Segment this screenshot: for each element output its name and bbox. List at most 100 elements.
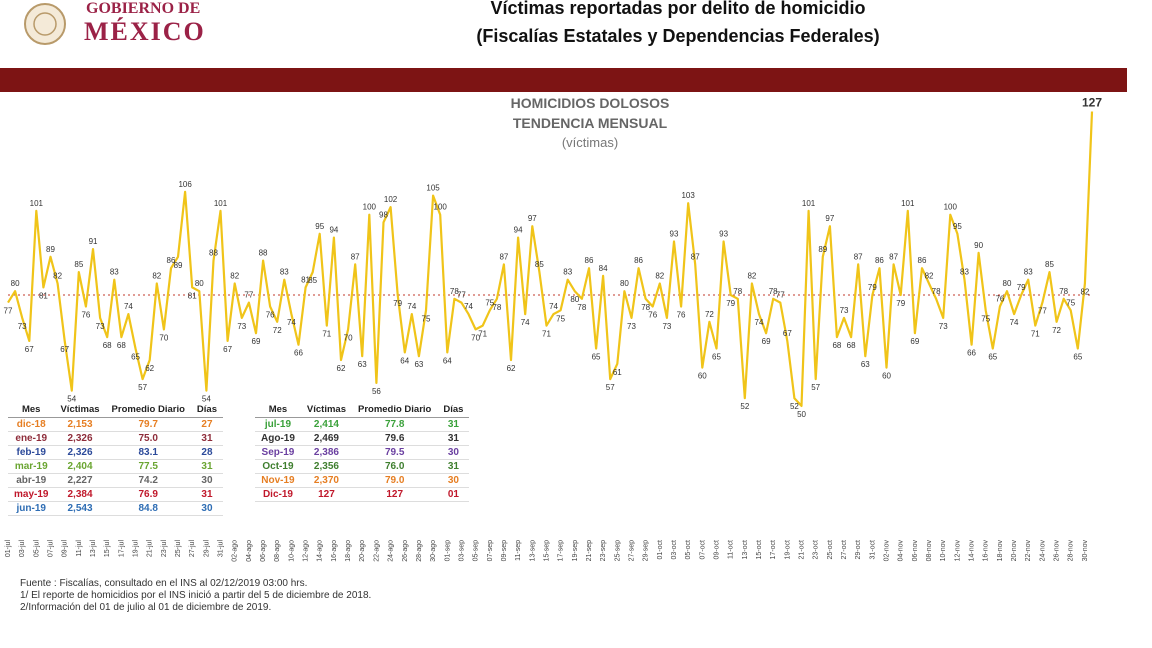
value-label: 82 xyxy=(230,272,239,281)
table-cell: Ago-19 xyxy=(255,431,301,446)
value-label: 74 xyxy=(407,302,416,311)
x-tick-label: 01-oct xyxy=(657,540,664,560)
value-label: 85 xyxy=(535,260,544,269)
logo xyxy=(24,3,66,45)
value-label: 67 xyxy=(60,345,69,354)
x-tick-label: 25-oct xyxy=(827,540,834,560)
value-label: 79 xyxy=(868,283,877,292)
value-label: 78 xyxy=(733,287,742,296)
slide-title: Víctimas reportadas por delito de homici… xyxy=(490,0,865,18)
table-cell: 2,326 xyxy=(54,431,106,446)
value-label: 65 xyxy=(1073,353,1082,362)
table-cell: 31 xyxy=(437,417,470,432)
value-label: 68 xyxy=(103,341,112,350)
value-label: 81 xyxy=(39,291,48,300)
table-cell: 79.7 xyxy=(105,417,191,432)
x-tick-label: 26-ago xyxy=(402,540,409,562)
table-cell: 2,384 xyxy=(54,487,106,502)
table-cell: 31 xyxy=(190,487,223,502)
value-label: 100 xyxy=(434,203,448,212)
column-header: Promedio Diario xyxy=(351,402,438,418)
value-label: 78 xyxy=(450,287,459,296)
x-tick-label: 31-oct xyxy=(869,540,876,560)
table-cell: 79.0 xyxy=(351,473,438,488)
value-label: 74 xyxy=(464,302,473,311)
value-label: 100 xyxy=(944,203,958,212)
table-cell: 76.9 xyxy=(105,487,191,502)
value-label: 70 xyxy=(344,333,353,342)
org-line-1: GOBIERNO DE xyxy=(86,0,200,17)
value-label: 71 xyxy=(542,330,551,339)
x-tick-label: 14-nov xyxy=(969,540,976,562)
value-label: 77 xyxy=(4,307,13,316)
table-cell: 127 xyxy=(351,487,438,502)
header-band xyxy=(0,68,1127,92)
value-label: 79 xyxy=(726,299,735,308)
table-cell: 75.0 xyxy=(105,431,191,446)
x-tick-label: 10-nov xyxy=(940,540,947,562)
value-label: 68 xyxy=(117,341,126,350)
value-label: 78 xyxy=(769,287,778,296)
value-label: 57 xyxy=(811,383,820,392)
value-label: 100 xyxy=(363,203,377,212)
value-label: 97 xyxy=(825,214,834,223)
table-cell: jun-19 xyxy=(8,501,55,516)
table-cell: 31 xyxy=(190,459,223,474)
x-tick-label: 02-nov xyxy=(884,540,891,562)
value-label: 64 xyxy=(443,356,452,365)
note: 2/Información del 01 de julio al 01 de d… xyxy=(20,602,272,613)
table-cell: 83.1 xyxy=(105,445,191,460)
x-tick-label: 02-ago xyxy=(232,540,239,562)
chart-unit: (víctimas) xyxy=(562,135,618,150)
x-tick-label: 13-oct xyxy=(742,540,749,560)
x-tick-label: 09-sep xyxy=(501,540,508,562)
table-cell: abr-19 xyxy=(8,473,55,488)
x-tick-label: 17-sep xyxy=(558,540,565,562)
value-label: 74 xyxy=(124,302,133,311)
table-cell: 79.6 xyxy=(351,431,438,446)
column-header: Víctimas xyxy=(54,402,106,418)
x-tick-label: 10-ago xyxy=(288,540,295,562)
value-label: 79 xyxy=(1017,283,1026,292)
value-label: 91 xyxy=(89,237,98,246)
column-header: Promedio Diario xyxy=(105,402,191,418)
value-label: 73 xyxy=(939,322,948,331)
table-cell: 2,414 xyxy=(300,417,352,432)
x-tick-label: 01-jul xyxy=(5,540,12,558)
value-label: 89 xyxy=(174,261,183,270)
value-label: 76 xyxy=(81,310,90,319)
value-label: 66 xyxy=(294,349,303,358)
table-cell: 30 xyxy=(437,473,470,488)
x-tick-label: 28-ago xyxy=(416,540,423,562)
x-tick-label: 19-oct xyxy=(784,540,791,560)
table-cell: jul-19 xyxy=(255,417,301,432)
table-cell: 2,370 xyxy=(300,473,352,488)
value-label: 65 xyxy=(712,353,721,362)
table-cell: 79.5 xyxy=(351,445,438,460)
x-tick-label: 11-sep xyxy=(515,540,522,561)
x-tick-label: 26-nov xyxy=(1054,540,1061,562)
value-label: 98 xyxy=(379,210,388,219)
value-label: 82 xyxy=(1080,288,1089,297)
x-tick-label: 21-sep xyxy=(586,540,593,562)
column-header: Días xyxy=(190,402,223,418)
org-line-2: MÉXICO xyxy=(84,17,206,46)
value-label: 73 xyxy=(18,322,27,331)
value-label: 54 xyxy=(202,395,211,404)
value-label: 83 xyxy=(280,268,289,277)
table-cell: 2,404 xyxy=(54,459,106,474)
table-cell: Nov-19 xyxy=(255,473,301,488)
x-tick-label: 22-ago xyxy=(373,540,380,562)
x-tick-label: 23-sep xyxy=(600,540,607,562)
x-tick-label: 07-jul xyxy=(48,540,55,558)
table-cell: 01 xyxy=(437,487,470,502)
value-label: 93 xyxy=(719,229,728,238)
value-label: 72 xyxy=(1052,326,1061,335)
value-label: 78 xyxy=(932,287,941,296)
value-label: 80 xyxy=(1003,279,1012,288)
value-label: 64 xyxy=(400,356,409,365)
value-label: 97 xyxy=(528,214,537,223)
value-label: 69 xyxy=(762,337,771,346)
value-label: 65 xyxy=(592,353,601,362)
table-cell: 74.2 xyxy=(105,473,191,488)
